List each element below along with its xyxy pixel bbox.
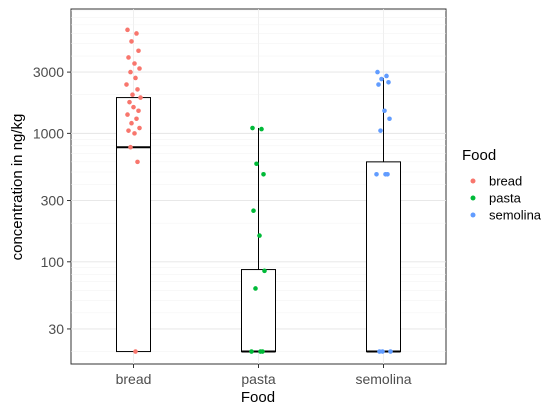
data-point	[259, 126, 264, 132]
series-semolina	[374, 69, 393, 354]
data-point	[134, 31, 139, 36]
legend: Food bread pasta semolina	[462, 147, 542, 223]
data-point	[388, 349, 393, 354]
data-point	[374, 172, 379, 177]
data-point	[382, 108, 387, 114]
axes: 30 100 300 1000 3000 bread pasta semolina	[33, 64, 412, 387]
data-point	[134, 116, 139, 122]
legend-label: semolina	[489, 208, 542, 223]
data-point	[387, 116, 392, 122]
data-point	[375, 69, 380, 75]
data-point	[128, 144, 133, 150]
data-point	[249, 349, 254, 354]
data-point	[132, 131, 137, 136]
legend-entry-bread: bread	[470, 174, 522, 189]
data-point	[138, 95, 143, 100]
legend-label: pasta	[489, 191, 522, 206]
legend-label: bread	[489, 174, 522, 189]
y-axis-title: concentration in ng/kg	[9, 114, 26, 261]
data-point	[130, 92, 135, 98]
legend-entry-pasta: pasta	[470, 191, 522, 206]
data-point	[133, 349, 138, 354]
box-body	[241, 269, 276, 353]
data-point	[376, 82, 381, 87]
data-point	[135, 159, 140, 165]
data-point	[377, 349, 382, 354]
data-point	[378, 128, 383, 133]
boxes	[116, 77, 401, 353]
x-axis-title: Food	[241, 389, 275, 406]
data-point	[262, 268, 267, 274]
data-point	[129, 120, 134, 126]
data-point	[384, 73, 389, 79]
data-point	[126, 55, 131, 60]
data-point	[257, 233, 262, 238]
legend-key	[470, 212, 476, 218]
series-bread	[124, 27, 143, 354]
legend-key	[470, 195, 476, 201]
x-tick-label: bread	[116, 371, 152, 387]
data-point	[128, 69, 133, 75]
y-tick-label: 3000	[33, 64, 64, 80]
data-point	[254, 161, 259, 167]
box-pasta	[241, 128, 276, 353]
data-point	[251, 208, 256, 213]
data-point	[137, 125, 142, 131]
y-tick-label: 1000	[33, 125, 64, 141]
box-body	[366, 161, 401, 353]
legend-title: Food	[462, 147, 496, 164]
data-point	[261, 172, 266, 177]
x-tick-label: pasta	[241, 371, 275, 387]
data-point	[136, 108, 141, 114]
data-point	[260, 349, 265, 354]
data-point	[253, 286, 258, 291]
data-point	[379, 76, 384, 82]
data-point	[135, 87, 140, 92]
data-point	[386, 79, 391, 85]
data-point	[125, 27, 130, 33]
data-point	[250, 125, 255, 131]
series-pasta	[249, 125, 267, 354]
y-tick-label: 300	[41, 193, 65, 209]
data-point	[137, 66, 142, 71]
box-semolina	[366, 77, 401, 353]
data-point	[126, 128, 131, 133]
data-point	[124, 82, 129, 87]
data-point	[127, 99, 132, 105]
y-tick-label: 100	[41, 254, 65, 270]
x-tick-label: semolina	[355, 371, 411, 387]
legend-entry-semolina: semolina	[470, 208, 542, 223]
data-point	[385, 172, 390, 177]
data-point	[131, 104, 136, 110]
y-tick-label: 30	[48, 321, 64, 337]
box-bread	[116, 97, 151, 353]
data-points	[124, 27, 393, 354]
legend-key	[470, 178, 476, 184]
box-body	[116, 97, 151, 353]
data-point	[136, 48, 141, 54]
data-point	[129, 39, 134, 44]
data-point	[133, 75, 138, 81]
data-point	[132, 61, 137, 66]
data-point	[125, 112, 130, 117]
